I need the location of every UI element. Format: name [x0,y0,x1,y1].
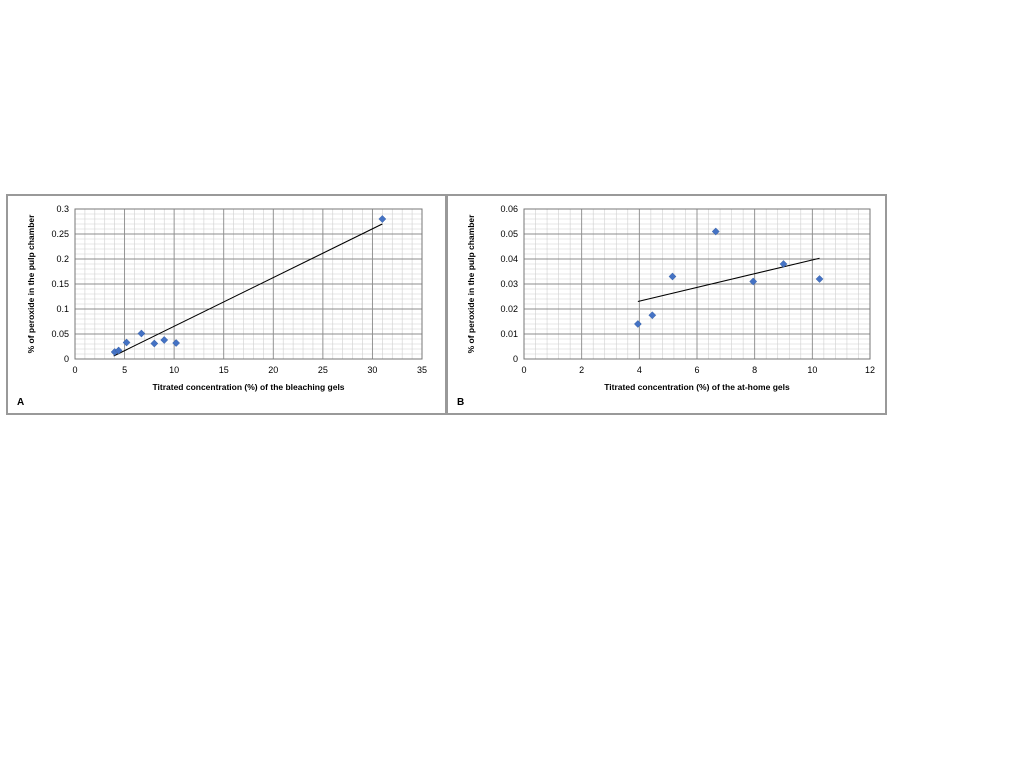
x-tick-label: 8 [752,365,757,375]
data-point [648,311,657,320]
plot-area-border [523,208,871,360]
y-tick-label: 0.25 [51,229,69,239]
data-point [711,227,720,236]
y-tick-label: 0.02 [500,304,518,314]
x-tick-label: 2 [579,365,584,375]
x-tick-label: 4 [637,365,642,375]
y-tick-label: 0 [64,354,69,364]
data-point [378,215,387,223]
data-point [815,275,824,283]
y-tick-label: 0.2 [56,254,69,264]
x-tick-label: 35 [417,365,427,375]
data-point [122,338,131,347]
x-tick-label: 5 [122,365,127,375]
y-axis-title: % of peroxide in the pulp chamber [26,214,36,354]
x-tick-label: 25 [318,365,328,375]
trendline [113,223,383,357]
x-tick-label: 0 [72,365,77,375]
x-tick-label: 10 [169,365,179,375]
trendline [637,257,820,303]
chart-panel-a: 0 5 10 15 20 25 30 35 0 0.05 0.1 0.15 0.2 0.25 0.3 Titr… [6,194,447,415]
y-tick-label: 0.1 [56,304,69,314]
panel-label-b: B [457,397,465,408]
y-tick-label: 0.06 [500,204,518,214]
y-tick-label: 0.01 [500,329,518,339]
x-tick-label: 12 [865,365,875,375]
data-point [634,320,642,328]
x-axis-title: Titrated concentration (%) of the bleach… [152,382,344,392]
plot-area-border [74,208,423,360]
x-tick-label: 20 [268,365,278,375]
y-tick-label: 0.3 [56,204,69,214]
data-point [137,329,146,338]
data-point [114,346,123,355]
y-axis-title: % of peroxide in the pulp chamber [466,214,476,354]
x-tick-label: 10 [807,365,817,375]
panel-label-a: A [17,397,25,408]
data-point [668,272,677,281]
x-axis-title: Titrated concentration (%) of the at-hom… [604,382,790,392]
y-tick-label: 0.03 [500,279,518,289]
y-tick-label: 0.05 [51,329,69,339]
chart-a-svg: 0 5 10 15 20 25 30 35 0 0.05 0.1 0.15 0.2 0.25 0.3 Titr… [26,204,427,392]
x-tick-label: 6 [694,365,699,375]
data-point [172,339,181,347]
major-grid [74,208,423,360]
x-tick-label: 30 [367,365,377,375]
data-point [749,277,758,286]
y-tick-label: 0 [513,354,518,364]
y-tick-label: 0.05 [500,229,518,239]
x-tick-label: 0 [521,365,526,375]
data-point [779,260,788,268]
y-tick-label: 0.04 [500,254,518,264]
y-tick-label: 0.15 [51,279,69,289]
chart-b-svg: 0 2 4 6 8 10 12 0 0.01 0.02 0.03 0.04 0.05 0.06 Titrat… [466,204,875,392]
x-tick-label: 15 [219,365,229,375]
chart-panel-b: 0 2 4 6 8 10 12 0 0.01 0.02 0.03 0.04 0.05 0.06 Titrat… [446,194,887,415]
data-point [150,339,159,348]
major-grid [523,208,871,360]
data-point [160,336,169,344]
